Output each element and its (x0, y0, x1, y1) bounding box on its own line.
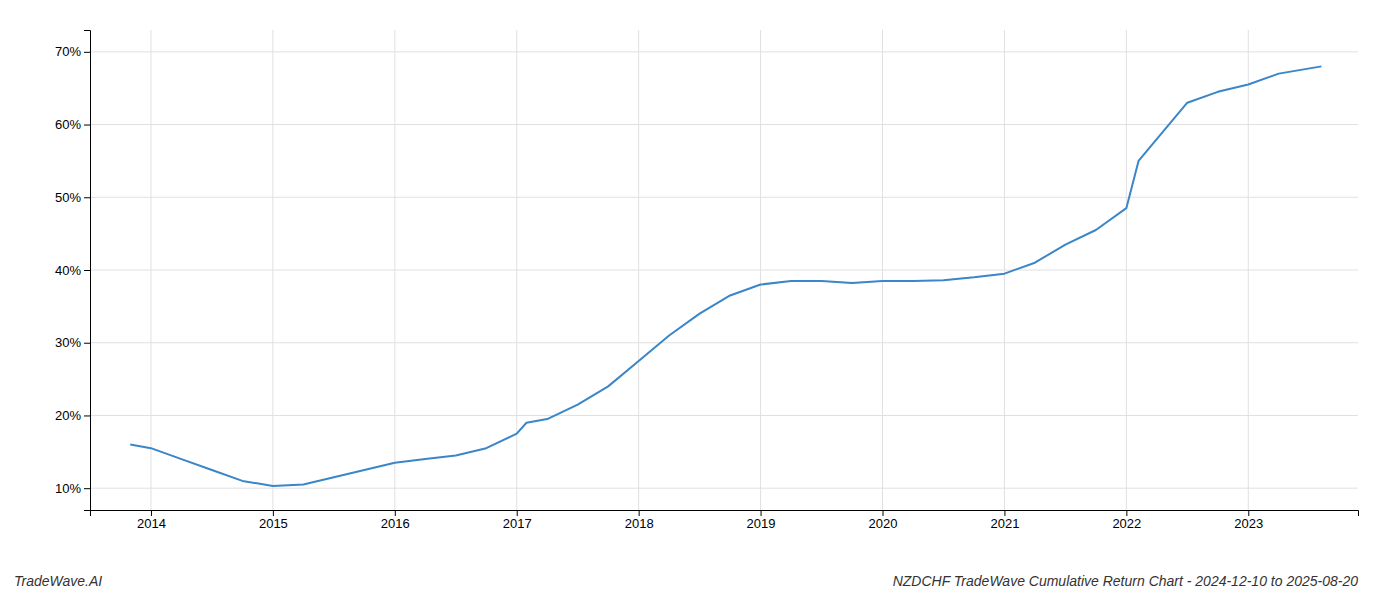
x-tick-label: 2015 (259, 516, 288, 531)
y-tick-mark (84, 415, 90, 416)
y-tick-mark (84, 52, 90, 53)
x-tick-label: 2022 (1112, 516, 1141, 531)
x-tick: 2014 (137, 510, 166, 531)
x-tick-label: 2014 (137, 516, 166, 531)
x-tick-label: 2021 (990, 516, 1019, 531)
x-tick: 2018 (625, 510, 654, 531)
x-tick: 2021 (990, 510, 1019, 531)
grid-line-y (90, 488, 1358, 489)
y-tick: 20% (55, 408, 90, 423)
line (130, 66, 1321, 486)
y-tick-label: 40% (55, 263, 81, 278)
x-tick: 2017 (503, 510, 532, 531)
y-tick-mark (84, 270, 90, 271)
watermark: TradeWave.AI (14, 573, 102, 589)
grid-line-y (90, 415, 1358, 416)
plot-area: 2014 2015 2016 2017 2018 2019 2020 2021 2022 2023… (55, 30, 1359, 531)
x-tick-mark (395, 510, 396, 516)
x-tick: 2022 (1112, 510, 1141, 531)
x-axis: 2014 2015 2016 2017 2018 2019 2020 2021 2022 2023 (91, 510, 1359, 531)
y-tick-label: 70% (55, 44, 81, 59)
y-tick-mark (84, 488, 90, 489)
marks (130, 66, 1321, 486)
y-tick-mark (84, 125, 90, 126)
x-tick-label: 2020 (869, 516, 898, 531)
x-tick: 2016 (381, 510, 410, 531)
x-tick: 2015 (259, 510, 288, 531)
x-tick-label: 2017 (503, 516, 532, 531)
y-axis-line (84, 31, 91, 511)
grid-line-y (90, 342, 1358, 343)
y-tick: 10% (55, 481, 90, 496)
y-tick-label: 10% (55, 481, 81, 496)
grid (90, 30, 1358, 510)
x-tick-label: 2018 (625, 516, 654, 531)
x-tick: 2023 (1234, 510, 1263, 531)
x-tick-label: 2016 (381, 516, 410, 531)
x-tick-mark (761, 510, 762, 516)
x-tick-label: 2023 (1234, 516, 1263, 531)
y-tick: 40% (55, 263, 90, 278)
x-tick-mark (151, 510, 152, 516)
x-tick: 2020 (869, 510, 898, 531)
x-tick-mark (273, 510, 274, 516)
y-tick: 70% (55, 44, 90, 59)
x-tick-mark (639, 510, 640, 516)
x-tick-mark (1248, 510, 1249, 516)
y-tick-mark (84, 343, 90, 344)
x-tick-mark (1126, 510, 1127, 516)
grid-line-y (90, 270, 1358, 271)
title: NZDCHF TradeWave Cumulative Return Chart… (893, 573, 1359, 589)
x-tick-label: 2019 (747, 516, 776, 531)
x-axis-line (91, 511, 1359, 517)
x-tick-mark (517, 510, 518, 516)
x-tick-mark (883, 510, 884, 516)
y-tick-mark (84, 197, 90, 198)
y-tick: 30% (55, 335, 90, 350)
y-tick-label: 30% (55, 335, 81, 350)
chart: 2014 2015 2016 2017 2018 2019 2020 2021 2022 2023… (0, 0, 1400, 600)
grid-line-y (90, 51, 1358, 52)
y-axis: 10% 20% 30% 40% 50% 60% 70% (55, 31, 91, 511)
y-tick-label: 20% (55, 408, 81, 423)
x-tick-mark (1004, 510, 1005, 516)
y-tick: 50% (55, 190, 90, 205)
y-tick-label: 50% (55, 190, 81, 205)
y-tick-label: 60% (55, 117, 81, 132)
grid-line-y (90, 197, 1358, 198)
y-tick: 60% (55, 117, 90, 132)
x-tick: 2019 (747, 510, 776, 531)
